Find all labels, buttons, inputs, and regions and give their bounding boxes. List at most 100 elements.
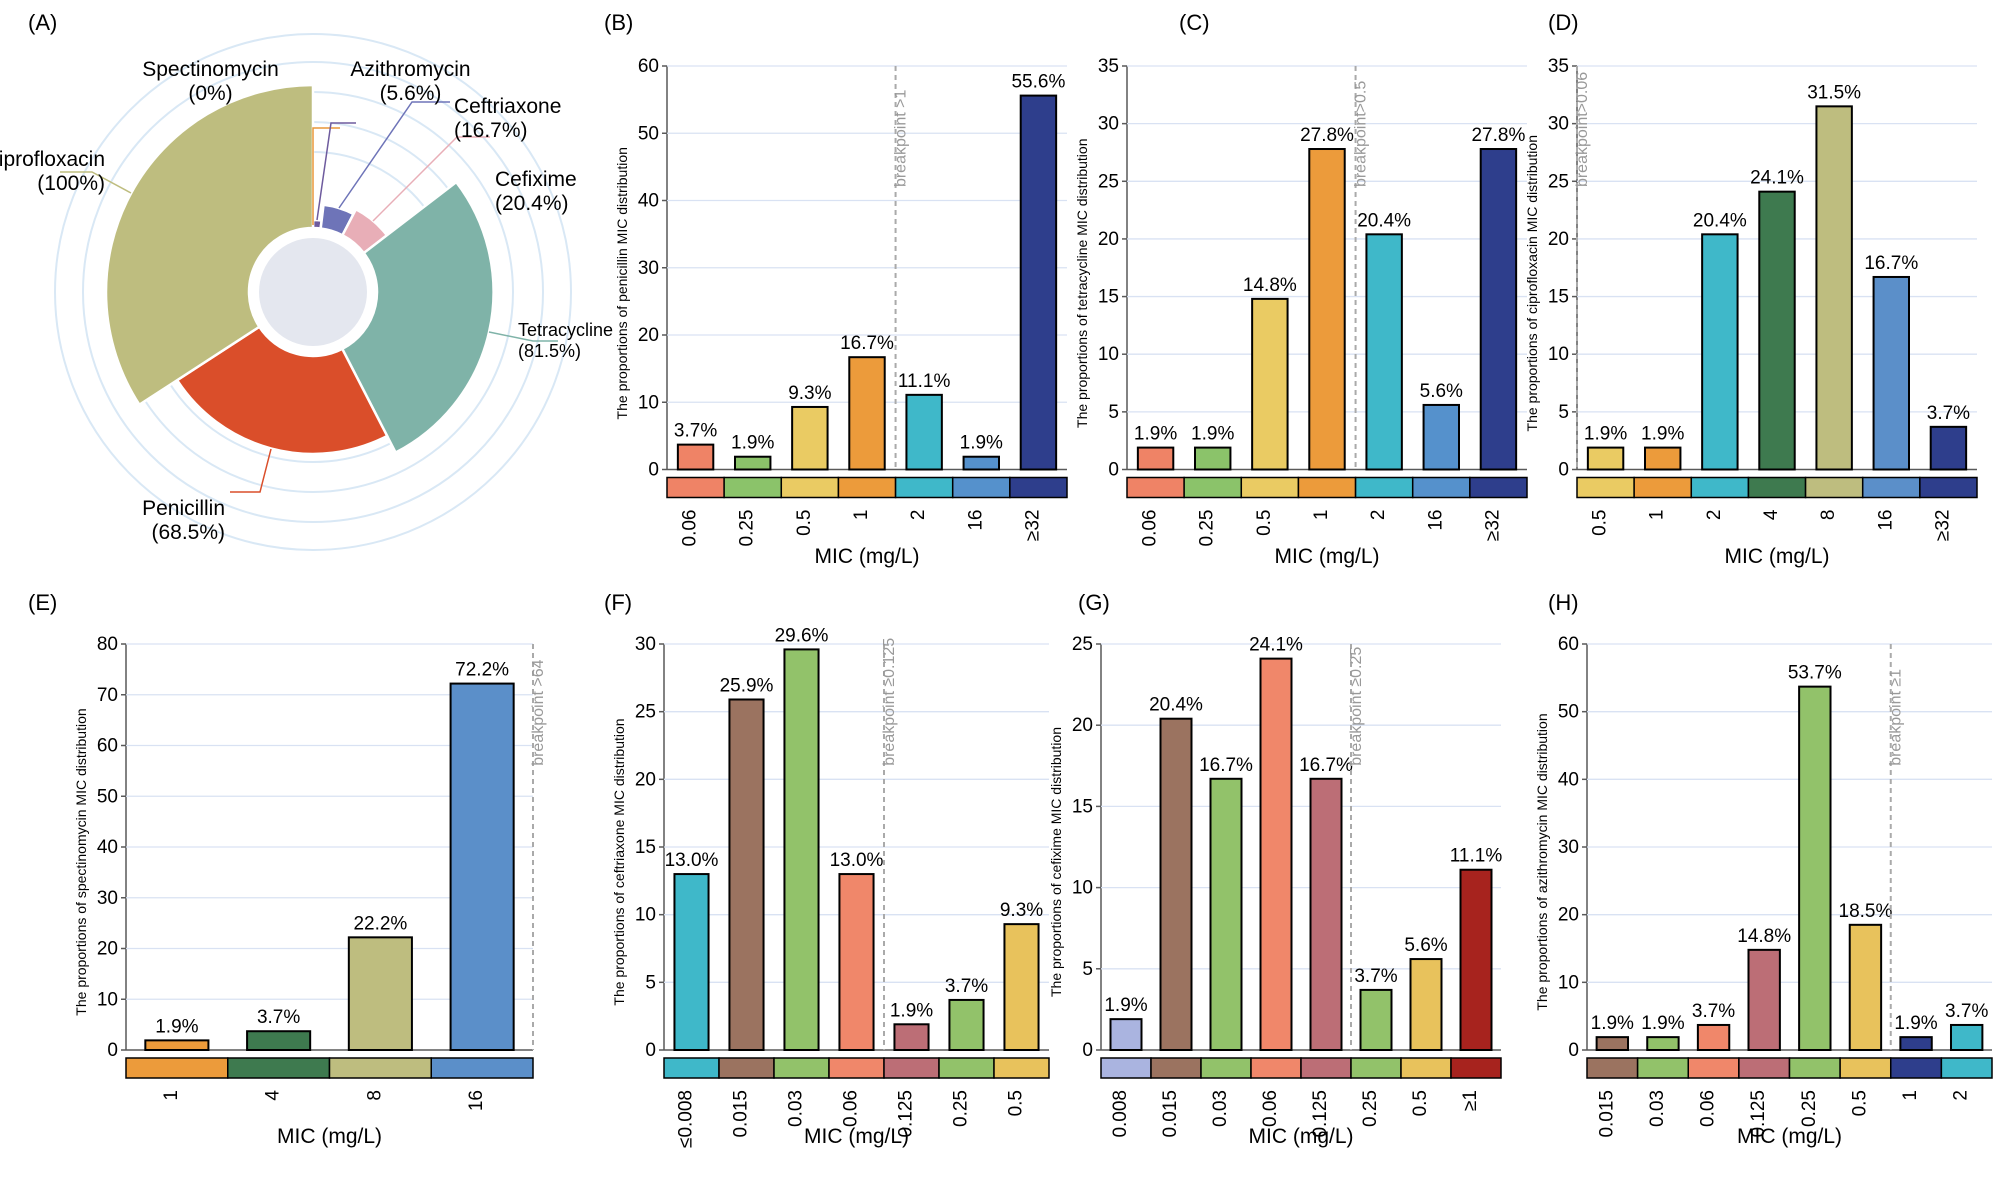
svg-text:0.06: 0.06 [680, 510, 701, 547]
svg-text:60: 60 [1558, 634, 1579, 655]
svg-text:0.06: 0.06 [841, 1090, 862, 1127]
svg-text:20: 20 [1558, 905, 1579, 926]
svg-text:20: 20 [1098, 229, 1119, 250]
svg-text:1.9%: 1.9% [1591, 1013, 1634, 1034]
svg-text:16.7%: 16.7% [1199, 755, 1253, 776]
svg-text:9.3%: 9.3% [1000, 900, 1043, 921]
svg-text:5: 5 [1082, 959, 1093, 980]
svg-text:breakpoint >1: breakpoint >1 [893, 90, 910, 188]
svg-text:27.8%: 27.8% [1300, 125, 1354, 146]
svg-text:0.5: 0.5 [1849, 1090, 1870, 1116]
svg-text:16: 16 [1875, 510, 1896, 531]
svg-text:0.03: 0.03 [1210, 1090, 1231, 1127]
svg-text:0.06: 0.06 [1260, 1090, 1281, 1127]
svg-text:1.9%: 1.9% [960, 433, 1003, 454]
svg-text:0: 0 [645, 1040, 656, 1061]
svg-text:1: 1 [1900, 1090, 1921, 1101]
svg-text:60: 60 [97, 736, 118, 757]
svg-text:5: 5 [1558, 402, 1569, 423]
svg-text:0: 0 [1108, 460, 1119, 481]
svg-text:0.5: 0.5 [1254, 510, 1275, 536]
svg-text:10: 10 [1072, 878, 1093, 899]
svg-text:30: 30 [1558, 837, 1579, 858]
svg-text:14.8%: 14.8% [1737, 926, 1791, 947]
svg-text:31.5%: 31.5% [1807, 82, 1861, 103]
svg-text:35: 35 [1548, 56, 1569, 77]
svg-text:20: 20 [635, 769, 656, 790]
svg-text:1: 1 [161, 1090, 182, 1101]
svg-text:15: 15 [1072, 796, 1093, 817]
svg-text:70: 70 [97, 685, 118, 706]
svg-text:30: 30 [97, 888, 118, 909]
svg-text:3.7%: 3.7% [945, 976, 988, 997]
svg-text:35: 35 [1098, 56, 1119, 77]
svg-text:0.5: 0.5 [1410, 1090, 1431, 1116]
svg-text:1.9%: 1.9% [1641, 1013, 1684, 1034]
svg-text:2: 2 [908, 510, 929, 521]
svg-text:breakpoint ≥1: breakpoint ≥1 [1888, 669, 1905, 766]
svg-text:40: 40 [638, 191, 659, 212]
svg-text:30: 30 [1098, 114, 1119, 135]
svg-text:20.4%: 20.4% [1693, 210, 1747, 231]
svg-text:0.03: 0.03 [786, 1090, 807, 1127]
svg-text:15: 15 [1098, 287, 1119, 308]
svg-text:≥1: ≥1 [1460, 1090, 1481, 1111]
svg-text:0: 0 [107, 1040, 118, 1061]
svg-text:16: 16 [1425, 510, 1446, 531]
svg-text:5: 5 [645, 972, 656, 993]
svg-text:30: 30 [638, 258, 659, 279]
svg-text:breakpoint ≥0.125: breakpoint ≥0.125 [881, 638, 898, 766]
svg-text:18.5%: 18.5% [1839, 901, 1893, 922]
svg-text:30: 30 [1548, 114, 1569, 135]
svg-text:50: 50 [1558, 702, 1579, 723]
svg-text:25: 25 [1098, 171, 1119, 192]
svg-text:30: 30 [635, 634, 656, 655]
svg-text:breakpoint>0.5: breakpoint>0.5 [1353, 81, 1370, 187]
svg-text:20: 20 [97, 939, 118, 960]
svg-text:20: 20 [1548, 229, 1569, 250]
svg-text:14.8%: 14.8% [1243, 275, 1297, 296]
svg-text:1.9%: 1.9% [1894, 1013, 1937, 1034]
svg-text:10: 10 [635, 905, 656, 926]
svg-text:25: 25 [1072, 634, 1093, 655]
svg-text:1: 1 [851, 510, 872, 521]
svg-text:15: 15 [1548, 287, 1569, 308]
svg-text:16.7%: 16.7% [1299, 755, 1353, 776]
svg-text:0.5: 0.5 [1006, 1090, 1027, 1116]
svg-text:0.25: 0.25 [1799, 1090, 1820, 1127]
svg-text:53.7%: 53.7% [1788, 663, 1842, 684]
svg-text:20: 20 [1072, 715, 1093, 736]
svg-text:1.9%: 1.9% [890, 1000, 933, 1021]
svg-text:16.7%: 16.7% [840, 333, 894, 354]
svg-text:≥32: ≥32 [1932, 510, 1953, 542]
svg-text:0.25: 0.25 [1360, 1090, 1381, 1127]
svg-text:16.7%: 16.7% [1864, 253, 1918, 274]
svg-text:0.5: 0.5 [794, 510, 815, 536]
svg-text:50: 50 [638, 123, 659, 144]
svg-text:10: 10 [1558, 972, 1579, 993]
svg-text:25: 25 [1548, 171, 1569, 192]
svg-text:3.7%: 3.7% [1945, 1001, 1988, 1022]
svg-text:24.1%: 24.1% [1249, 635, 1303, 656]
svg-text:40: 40 [1558, 769, 1579, 790]
svg-text:≥32: ≥32 [1482, 510, 1503, 542]
svg-text:3.7%: 3.7% [1692, 1001, 1735, 1022]
svg-text:2: 2 [1951, 1090, 1972, 1101]
svg-text:29.6%: 29.6% [775, 625, 829, 646]
svg-text:4: 4 [263, 1090, 284, 1101]
svg-text:≥32: ≥32 [1022, 510, 1043, 542]
svg-text:0: 0 [1568, 1040, 1579, 1061]
svg-text:5.6%: 5.6% [1420, 381, 1463, 402]
svg-text:3.7%: 3.7% [1927, 403, 1970, 424]
svg-text:0: 0 [1558, 460, 1569, 481]
svg-text:2: 2 [1368, 510, 1389, 521]
svg-text:20: 20 [638, 325, 659, 346]
svg-text:11.1%: 11.1% [898, 371, 951, 392]
svg-text:1.9%: 1.9% [1191, 424, 1234, 445]
svg-text:8: 8 [1818, 510, 1839, 521]
svg-text:27.8%: 27.8% [1471, 125, 1525, 146]
svg-text:16: 16 [466, 1090, 487, 1111]
svg-text:1.9%: 1.9% [1104, 995, 1147, 1016]
svg-text:15: 15 [635, 837, 656, 858]
svg-text:9.3%: 9.3% [788, 383, 831, 404]
